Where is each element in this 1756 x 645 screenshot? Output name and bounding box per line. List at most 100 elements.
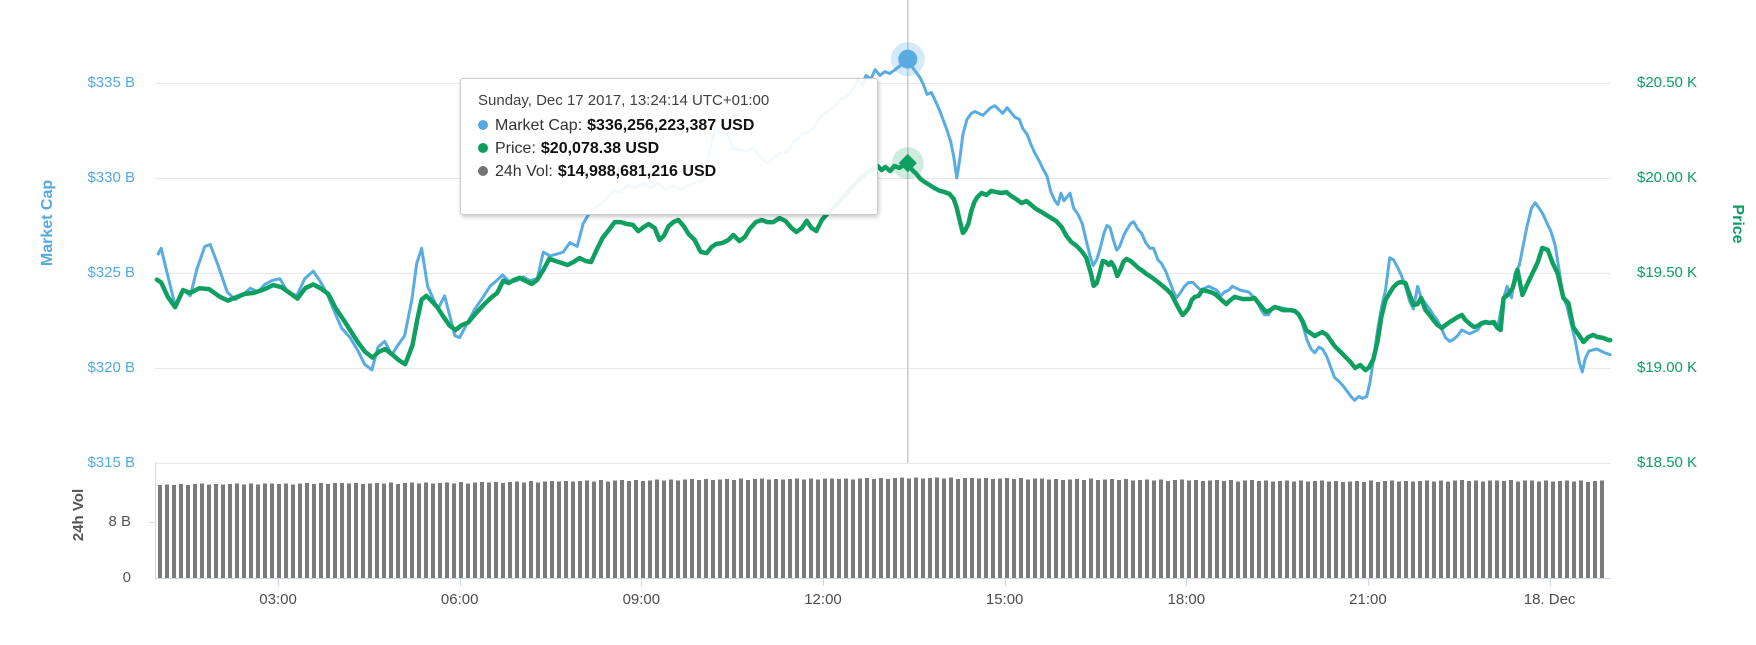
volume-bar bbox=[669, 479, 673, 578]
market-cap-line[interactable] bbox=[156, 56, 1612, 402]
volume-bar bbox=[802, 479, 806, 578]
volume-bar bbox=[403, 482, 407, 578]
volume-bar bbox=[1432, 481, 1436, 578]
volume-bar bbox=[1453, 480, 1457, 578]
tooltip-market-cap-label: Market Cap: bbox=[495, 117, 583, 134]
volume-bar bbox=[1138, 479, 1142, 578]
volume-bar bbox=[347, 483, 351, 578]
volume-bar bbox=[1131, 480, 1135, 578]
volume-bar bbox=[452, 483, 456, 578]
volume-bar bbox=[242, 484, 246, 578]
volume-bar bbox=[1369, 480, 1373, 578]
volume-bar bbox=[1264, 480, 1268, 578]
volume-bar bbox=[872, 479, 876, 578]
volume-bar bbox=[697, 479, 701, 578]
x-axis-label: 15:00 bbox=[985, 591, 1024, 608]
volume-bar bbox=[991, 479, 995, 578]
volume-bar bbox=[1544, 480, 1548, 578]
volume-bar bbox=[970, 477, 974, 578]
volume-bar bbox=[543, 481, 547, 578]
volume-bar bbox=[830, 478, 834, 578]
volume-bar bbox=[424, 482, 428, 578]
volume-bar bbox=[410, 482, 414, 578]
volume-axis-label: 8 B bbox=[108, 513, 131, 530]
x-axis-label: 21:00 bbox=[1349, 591, 1387, 608]
volume-bar bbox=[1250, 480, 1254, 578]
volume-axis-label: 0 bbox=[122, 569, 131, 586]
volume-bar bbox=[1068, 479, 1072, 578]
volume-bar bbox=[865, 478, 869, 578]
volume-bar bbox=[1348, 481, 1352, 578]
volume-bar bbox=[1425, 480, 1429, 578]
volume-bar bbox=[1579, 480, 1583, 578]
volume-bar bbox=[1502, 481, 1506, 578]
volume-bar bbox=[1047, 479, 1051, 578]
volume-bar bbox=[354, 482, 358, 578]
volume-bar bbox=[501, 482, 505, 578]
volume-bar bbox=[1390, 480, 1394, 578]
volume-bar bbox=[1537, 481, 1541, 578]
volume-bar bbox=[711, 480, 715, 578]
volume-bar bbox=[172, 485, 176, 578]
volume-bar bbox=[998, 478, 1002, 578]
volume-bar bbox=[1012, 479, 1016, 578]
volume-bar bbox=[984, 478, 988, 578]
volume-bar bbox=[277, 484, 281, 578]
volume-bar bbox=[207, 484, 211, 578]
volume-bar bbox=[599, 480, 603, 578]
volume-bar bbox=[1530, 480, 1534, 578]
volume-bar bbox=[641, 480, 645, 578]
volume-bar bbox=[1180, 479, 1184, 578]
volume-bar bbox=[438, 482, 442, 578]
volume-bar bbox=[760, 478, 764, 578]
volume-bar bbox=[522, 482, 526, 578]
volume-bar bbox=[585, 480, 589, 578]
volume-bar bbox=[781, 479, 785, 578]
volume-bar bbox=[725, 479, 729, 578]
volume-bar bbox=[298, 483, 302, 578]
volume-bar bbox=[1383, 481, 1387, 578]
volume-bar bbox=[1376, 481, 1380, 578]
volume-bar bbox=[305, 483, 309, 578]
volume-bar bbox=[1173, 479, 1177, 578]
volume-bar bbox=[473, 482, 477, 578]
price-axis-title: Price bbox=[1729, 204, 1746, 244]
volume-bar bbox=[648, 480, 652, 578]
volume-bar bbox=[214, 483, 218, 578]
volume-bar bbox=[879, 477, 883, 578]
volume-bar bbox=[1243, 480, 1247, 578]
volume-bar bbox=[319, 482, 323, 578]
volume-bar bbox=[466, 483, 470, 578]
volume-bar bbox=[200, 483, 204, 578]
volume-bar bbox=[1145, 479, 1149, 578]
volume-bar bbox=[1404, 480, 1408, 578]
volume-bar bbox=[1278, 480, 1282, 578]
volume-bar bbox=[1411, 481, 1415, 578]
volume-bar bbox=[375, 482, 379, 578]
volume-bar bbox=[935, 477, 939, 578]
volume-bar bbox=[550, 480, 554, 578]
volume-bar bbox=[683, 479, 687, 578]
market-cap-marker bbox=[898, 49, 918, 69]
volume-bar bbox=[494, 481, 498, 578]
price-line[interactable] bbox=[154, 160, 1613, 373]
volume-bar bbox=[809, 478, 813, 578]
volume-bar bbox=[557, 481, 561, 578]
x-axis-label: 18:00 bbox=[1167, 591, 1206, 608]
price-bullet-icon bbox=[478, 143, 488, 153]
volume-bar bbox=[620, 479, 624, 578]
volume-bar bbox=[564, 480, 568, 578]
volume-bar bbox=[1026, 479, 1030, 578]
volume-bar bbox=[1166, 480, 1170, 578]
price-axis-label: $19.50 K bbox=[1637, 264, 1698, 281]
volume-bar bbox=[515, 481, 519, 578]
volume-bar bbox=[1593, 481, 1597, 578]
volume-bar bbox=[235, 483, 239, 578]
market-cap-axis-title: Market Cap bbox=[39, 179, 56, 267]
volume-bar bbox=[676, 480, 680, 578]
market-cap-axis-label: $315 B bbox=[87, 454, 135, 471]
chart-tooltip: Sunday, Dec 17 2017, 13:24:14 UTC+01:00 … bbox=[460, 78, 878, 215]
volume-bar bbox=[1082, 479, 1086, 578]
